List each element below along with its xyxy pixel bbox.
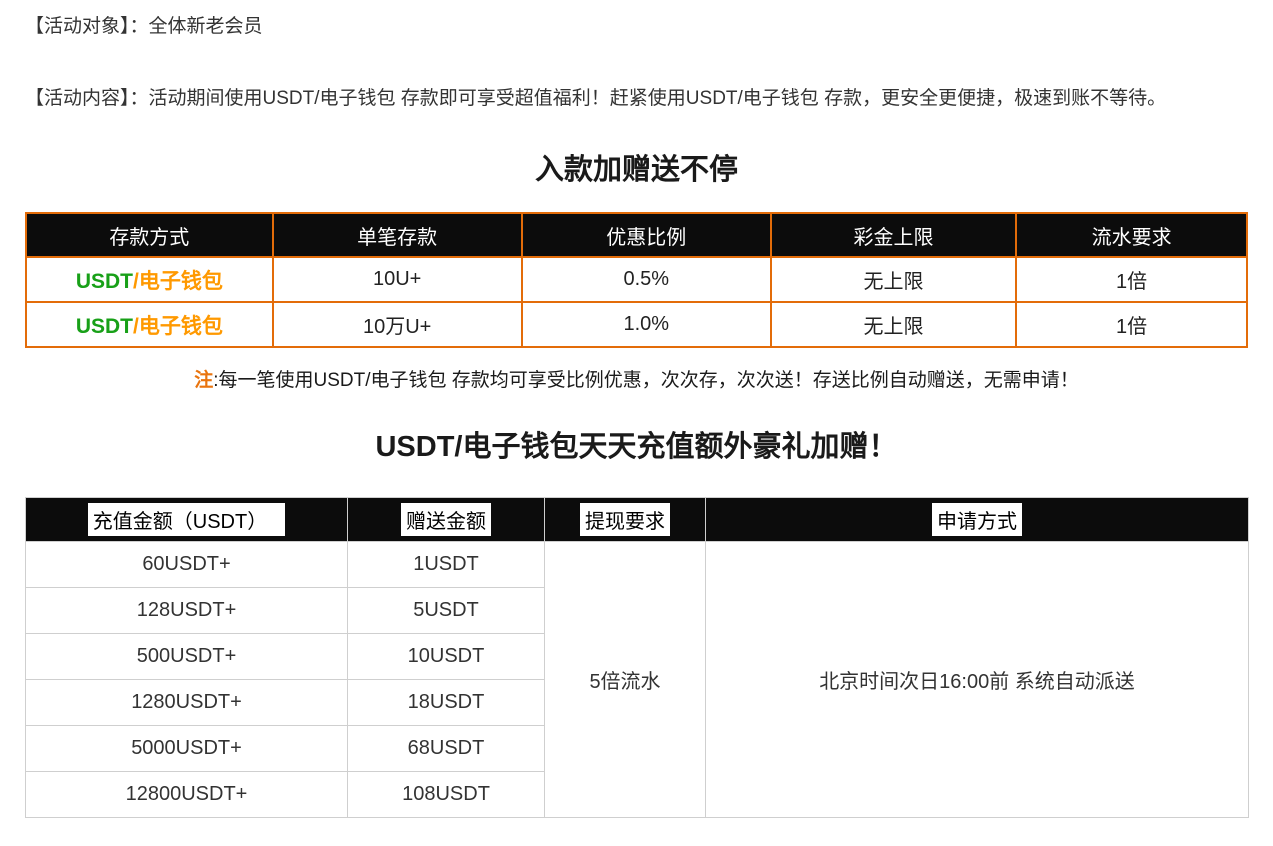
header-turnover: 流水要求 <box>1015 212 1248 258</box>
cell-withdraw-requirement: 5倍流水 <box>544 541 706 818</box>
table-row: 60USDT+ 1USDT 5倍流水 北京时间次日16:00前 系统自动派送 <box>25 541 1249 818</box>
header-deposit-method: 存款方式 <box>25 212 274 258</box>
cell-deposit: 10U+ <box>271 256 523 303</box>
cell-method: USDT/电子钱包 <box>25 256 274 303</box>
header-withdraw-requirement-label: 提现要求 <box>580 503 670 536</box>
table-row: 128USDT+ 5USDT <box>25 587 1249 634</box>
activity-content-paragraph: 【活动内容】：活动期间使用USDT/电子钱包 存款即可享受超值福利！赶紧使用US… <box>25 82 1248 115</box>
cell-rate: 0.5% <box>520 256 772 303</box>
ewallet-label: /电子钱包 <box>132 269 223 293</box>
cell-cap: 无上限 <box>769 301 1018 348</box>
cell-bonus-amount: 10USDT <box>347 633 545 680</box>
table-row: 12800USDT+ 108USDT <box>25 771 1249 818</box>
table-row: 500USDT+ 10USDT <box>25 633 1249 680</box>
note-prefix: 注 <box>194 370 214 391</box>
header-bonus-rate: 优惠比例 <box>520 212 772 258</box>
section2-title: USDT/电子钱包天天充值额外豪礼加赠！ <box>375 431 898 463</box>
table-note: 注:每一笔使用USDT/电子钱包 存款均可享受比例优惠，次次存，次次送！存送比例… <box>25 365 1248 392</box>
header-bonus-amount: 赠送金额 <box>347 497 545 542</box>
cell-bonus-amount: 108USDT <box>347 771 545 818</box>
recharge-bonus-table: 充值金额（USDT） 赠送金额 提现要求 申请方式 60USDT+ 1USDT … <box>25 497 1249 818</box>
ewallet-label: /电子钱包 <box>132 314 223 338</box>
cell-bonus-amount: 18USDT <box>347 679 545 726</box>
cell-recharge-amount: 60USDT+ <box>25 541 348 588</box>
cell-apply-method: 北京时间次日16:00前 系统自动派送 <box>705 541 1249 818</box>
cell-recharge-amount: 12800USDT+ <box>25 771 348 818</box>
activity-target-line: 【活动对象】：全体新老会员 <box>25 12 1248 42</box>
activity-target-label: 【活动对象】： <box>25 16 149 37</box>
deposit-bonus-header-row: 存款方式 单笔存款 优惠比例 彩金上限 流水要求 <box>25 212 1248 258</box>
cell-method: USDT/电子钱包 <box>25 301 274 348</box>
usdt-label: USDT <box>75 314 133 338</box>
header-recharge-amount: 充值金额（USDT） <box>25 497 348 542</box>
recharge-bonus-header-row: 充值金额（USDT） 赠送金额 提现要求 申请方式 <box>25 497 1249 542</box>
header-bonus-amount-label: 赠送金额 <box>401 503 491 536</box>
cell-turnover: 1倍 <box>1015 301 1248 348</box>
header-apply-method: 申请方式 <box>705 497 1249 542</box>
section1-title: 入款加赠送不停 <box>534 154 738 186</box>
table-row: USDT/电子钱包 10U+ 0.5% 无上限 1倍 <box>25 256 1248 303</box>
cell-recharge-amount: 128USDT+ <box>25 587 348 634</box>
cell-recharge-amount: 500USDT+ <box>25 633 348 680</box>
cell-bonus-amount: 68USDT <box>347 725 545 772</box>
cell-bonus-amount: 5USDT <box>347 587 545 634</box>
header-single-deposit: 单笔存款 <box>271 212 523 258</box>
note-text: :每一笔使用USDT/电子钱包 存款均可享受比例优惠，次次存，次次送！存送比例自… <box>213 370 1079 391</box>
cell-turnover: 1倍 <box>1015 256 1248 303</box>
cell-recharge-amount: 5000USDT+ <box>25 725 348 772</box>
usdt-label: USDT <box>75 269 133 293</box>
cell-recharge-amount: 1280USDT+ <box>25 679 348 726</box>
cell-bonus-amount: 1USDT <box>347 541 545 588</box>
cell-cap: 无上限 <box>769 256 1018 303</box>
activity-target-value: 全体新老会员 <box>148 16 263 37</box>
table-row: USDT/电子钱包 10万U+ 1.0% 无上限 1倍 <box>25 301 1248 348</box>
activity-content-label: 【活动内容】： <box>25 88 149 109</box>
cell-rate: 1.0% <box>520 301 772 348</box>
header-recharge-amount-label: 充值金额（USDT） <box>87 503 286 536</box>
activity-content-value: 活动期间使用USDT/电子钱包 存款即可享受超值福利！赶紧使用USDT/电子钱包… <box>148 88 1167 109</box>
table-row: 1280USDT+ 18USDT <box>25 679 1249 726</box>
header-bonus-cap: 彩金上限 <box>769 212 1018 258</box>
cell-deposit: 10万U+ <box>271 301 523 348</box>
header-apply-method-label: 申请方式 <box>932 503 1022 536</box>
deposit-bonus-table: 存款方式 单笔存款 优惠比例 彩金上限 流水要求 USDT/电子钱包 10U+ … <box>25 212 1248 348</box>
header-withdraw-requirement: 提现要求 <box>544 497 706 542</box>
table-row: 5000USDT+ 68USDT <box>25 725 1249 772</box>
